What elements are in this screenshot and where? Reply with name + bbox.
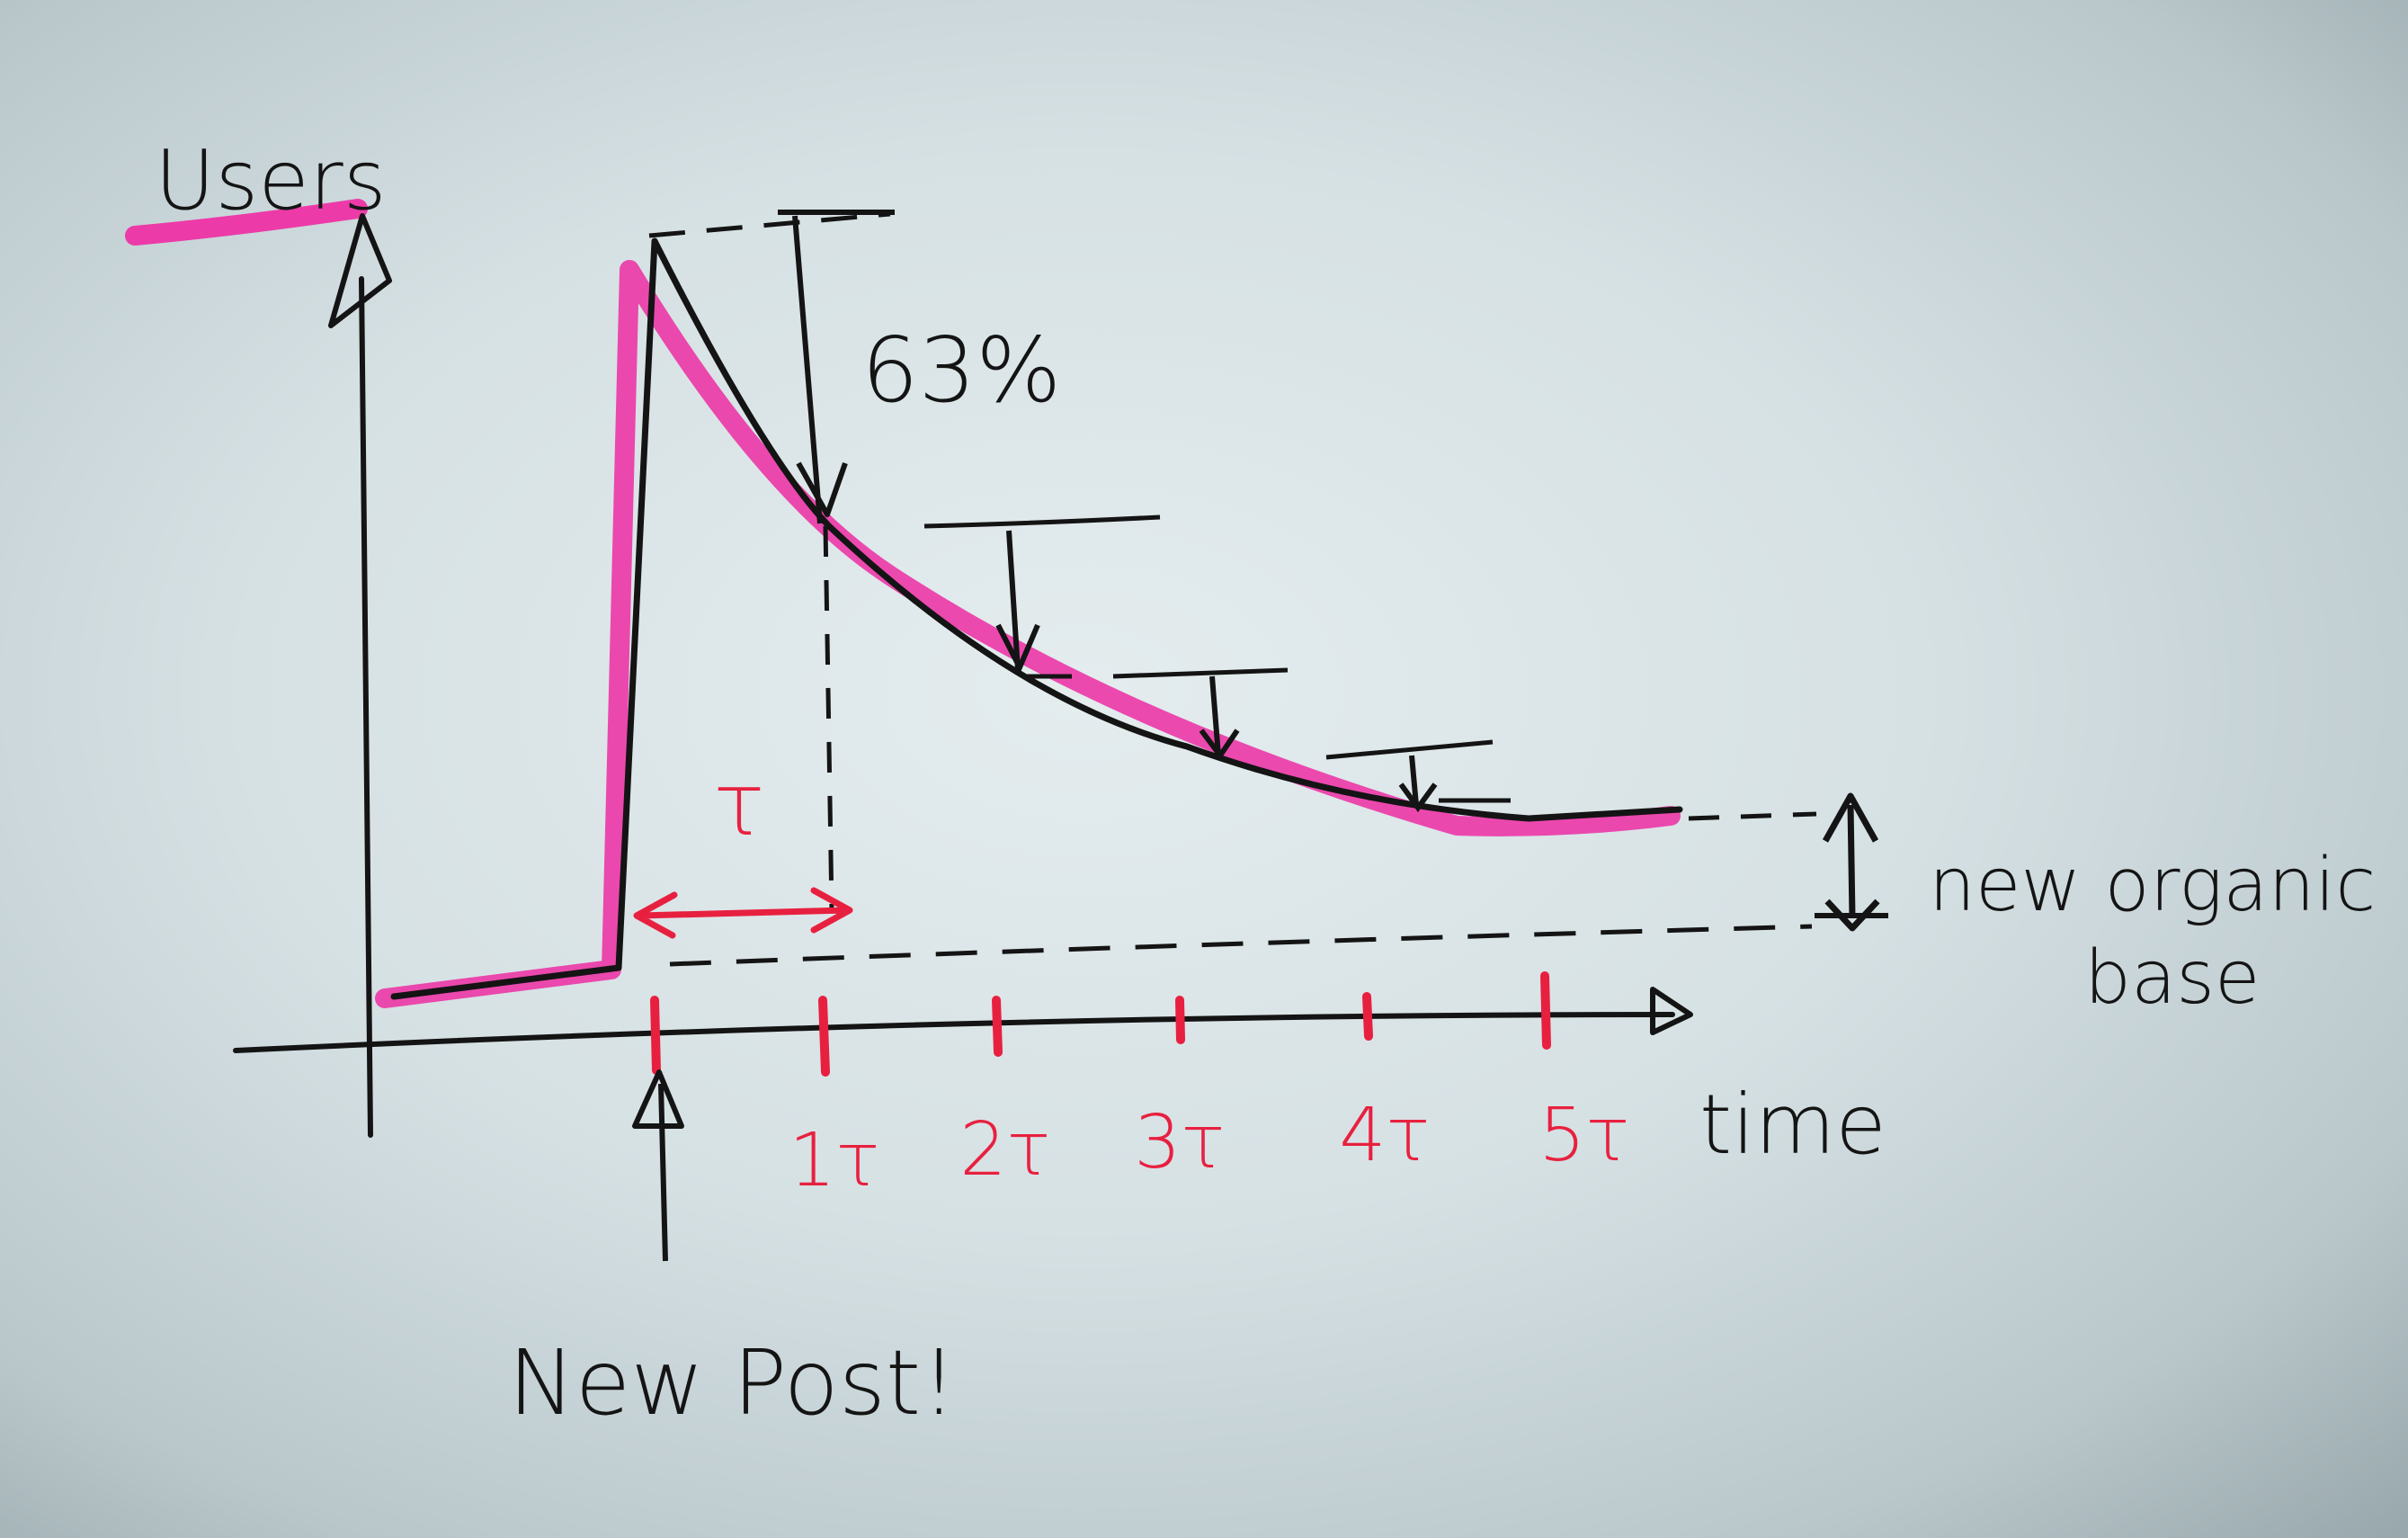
baseline-label-line1: new organic (1929, 843, 2376, 928)
tick-label-4tau: 4τ (1339, 1093, 1431, 1178)
tau-dashed-line (823, 525, 834, 911)
tick-3tau (1175, 996, 1185, 1044)
y-axis-label: Users (155, 132, 387, 228)
baseline-label-line2: base (2084, 935, 2260, 1021)
tick-label-1tau: 1τ (789, 1118, 880, 1203)
tick-origin (650, 996, 661, 1075)
y-axis (328, 213, 392, 1138)
tick-label-5tau: 5τ (1538, 1093, 1630, 1178)
new-post-arrow (632, 1069, 684, 1262)
users-curve (390, 237, 1683, 1000)
tick-1tau (818, 996, 830, 1077)
time-ticks (650, 971, 1551, 1077)
x-axis (233, 987, 1693, 1053)
peak-dashed-line (648, 211, 891, 238)
users-label-underline (125, 199, 368, 246)
tick-2tau (992, 996, 1003, 1057)
event-label: New Post! (508, 1330, 957, 1435)
decay-step-marker (1112, 667, 1289, 761)
drop-63-marker (778, 210, 895, 524)
tick-4tau (1362, 992, 1373, 1041)
old-baseline-dashed-line (669, 924, 1813, 967)
new-baseline-dashed-line (1688, 811, 1817, 821)
decay-step-marker (923, 514, 1161, 679)
tau-red-double-arrow (633, 887, 853, 939)
tick-label-3tau: 3τ (1134, 1100, 1226, 1185)
tau-label: τ (713, 755, 765, 855)
decay-step-marker (1325, 739, 1511, 813)
x-axis-label: time (1699, 1077, 1886, 1173)
tick-label-2tau: 2τ (959, 1107, 1051, 1193)
percent-label: 63% (861, 317, 1061, 423)
tick-5tau (1540, 971, 1551, 1050)
baseline-double-arrow (1815, 792, 1888, 932)
